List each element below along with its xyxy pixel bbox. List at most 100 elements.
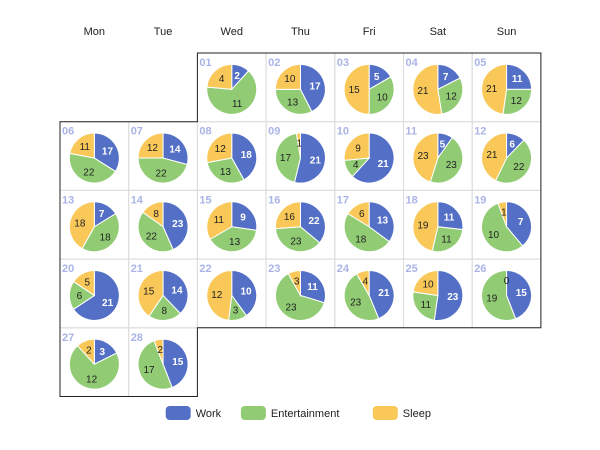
weekday-label-sun: Sun — [497, 26, 517, 38]
weekday-label-fri: Fri — [363, 26, 376, 38]
day-cell-25: 23 11 10 25 — [406, 263, 464, 321]
slice-value-label: 21 — [310, 155, 322, 166]
pie-slice-entertainment — [68, 152, 117, 184]
legend-label: Entertainment — [271, 408, 339, 420]
day-number: 08 — [199, 126, 211, 138]
slice-value-label: 22 — [83, 167, 95, 178]
pie-slice-work — [351, 132, 395, 184]
slice-value-label: 1 — [296, 139, 302, 150]
day-cell-04: 7 12 21 04 — [406, 57, 464, 115]
slice-value-label: 22 — [156, 168, 168, 179]
pie-slice-work — [162, 132, 189, 166]
pie-slice-work — [506, 201, 533, 247]
day-cell-05: 11 12 21 05 — [474, 57, 533, 115]
day-number: 22 — [199, 263, 211, 275]
slice-value-label: 5 — [84, 278, 90, 289]
pie-slice-sleep — [72, 269, 95, 297]
pie-slice-entertainment — [437, 77, 464, 115]
slice-value-label: 13 — [377, 215, 389, 226]
slice-value-label: 1 — [501, 207, 507, 218]
slice-value-label: 12 — [215, 144, 227, 155]
slice-value-label: 22 — [513, 162, 525, 173]
legend-item-work[interactable]: Work — [165, 406, 222, 420]
pie-slice-work — [437, 201, 464, 231]
slice-value-label: 12 — [86, 374, 98, 385]
slice-value-label: 3 — [99, 347, 105, 358]
legend-swatch — [165, 406, 191, 420]
slice-value-label: 17 — [280, 153, 292, 164]
legend-item-entertainment[interactable]: Entertainment — [240, 406, 339, 420]
pie-slice-sleep — [343, 132, 370, 161]
weekday-label-tue: Tue — [154, 26, 173, 38]
day-cell-14: 23 22 8 14 — [131, 194, 189, 253]
slice-value-label: 10 — [377, 92, 389, 103]
pie-slice-work — [368, 201, 395, 243]
pie-slice-sleep — [142, 201, 164, 228]
calendar-border — [59, 52, 542, 397]
day-number: 27 — [62, 332, 74, 344]
day-number: 25 — [406, 263, 418, 275]
pie-slice-work — [162, 269, 189, 315]
pie-slice-work — [433, 269, 464, 321]
slice-value-label: 10 — [284, 74, 296, 85]
legend-item-sleep[interactable]: Sleep — [372, 406, 431, 420]
pie-slice-entertainment — [429, 136, 464, 184]
slice-value-label: 2 — [234, 71, 240, 82]
pie-slice-entertainment — [137, 211, 174, 253]
weekday-labels: Mon Tue Wed Thu Fri Sat Sun — [84, 26, 517, 38]
day-number: 12 — [474, 126, 486, 138]
legend-label: Work — [196, 408, 222, 420]
pie-slice-work — [293, 132, 326, 184]
slice-value-label: 15 — [172, 357, 184, 368]
slice-value-label: 17 — [102, 146, 114, 157]
slice-value-label: 9 — [240, 212, 246, 223]
pie-slice-work — [299, 63, 326, 113]
slice-value-label: 19 — [486, 294, 498, 305]
slice-value-label: 23 — [446, 160, 458, 171]
weekday-label-thu: Thu — [291, 26, 310, 38]
slice-value-label: 7 — [443, 72, 449, 83]
day-number: 20 — [62, 263, 74, 275]
day-number: 26 — [474, 263, 486, 275]
slice-value-label: 8 — [153, 209, 159, 220]
pie-slice-work — [368, 269, 395, 320]
slice-value-label: 10 — [240, 286, 252, 297]
day-number: 14 — [131, 194, 144, 206]
slice-value-label: 10 — [488, 230, 500, 241]
pie-slice-entertainment — [206, 157, 245, 184]
pie-slice-entertainment — [275, 272, 325, 321]
pie-slice-entertainment — [412, 291, 439, 321]
legend: Work Entertainment Sleep — [165, 406, 431, 420]
slice-value-label: 2 — [86, 346, 92, 357]
day-number: 15 — [199, 194, 211, 206]
day-number: 19 — [474, 194, 486, 206]
slice-value-label: 23 — [417, 151, 429, 162]
slice-value-label: 11 — [80, 142, 91, 153]
weekday-label-sat: Sat — [430, 26, 447, 38]
slice-value-label: 5 — [440, 139, 446, 150]
pie-slice-sleep — [481, 63, 508, 115]
pie-slice-entertainment — [274, 226, 321, 253]
slice-value-label: 12 — [446, 92, 458, 103]
slice-value-label: 7 — [518, 217, 524, 228]
slice-value-label: 11 — [214, 215, 225, 226]
slice-value-label: 21 — [378, 159, 390, 170]
calendar-outline — [59, 52, 542, 397]
slice-value-label: 6 — [509, 140, 515, 151]
day-number: 13 — [62, 194, 74, 206]
day-number: 09 — [268, 126, 280, 138]
slice-value-label: 3 — [294, 276, 300, 287]
day-cell-28: 15 172 28 — [131, 332, 189, 390]
slice-value-label: 8 — [162, 306, 168, 317]
slice-value-label: 10 — [422, 280, 434, 291]
day-cell-20: 21 65 20 — [62, 263, 120, 321]
day-cell-12: 6 22 21 12 — [474, 126, 533, 184]
slice-value-label: 22 — [146, 232, 158, 243]
slice-value-label: 23 — [290, 237, 302, 248]
pie-slice-sleep — [287, 269, 301, 298]
pie-slice-sleep — [275, 201, 301, 230]
pie-slice-entertainment — [368, 76, 395, 115]
pie-slice-work — [162, 338, 189, 389]
day-number: 04 — [406, 57, 419, 69]
